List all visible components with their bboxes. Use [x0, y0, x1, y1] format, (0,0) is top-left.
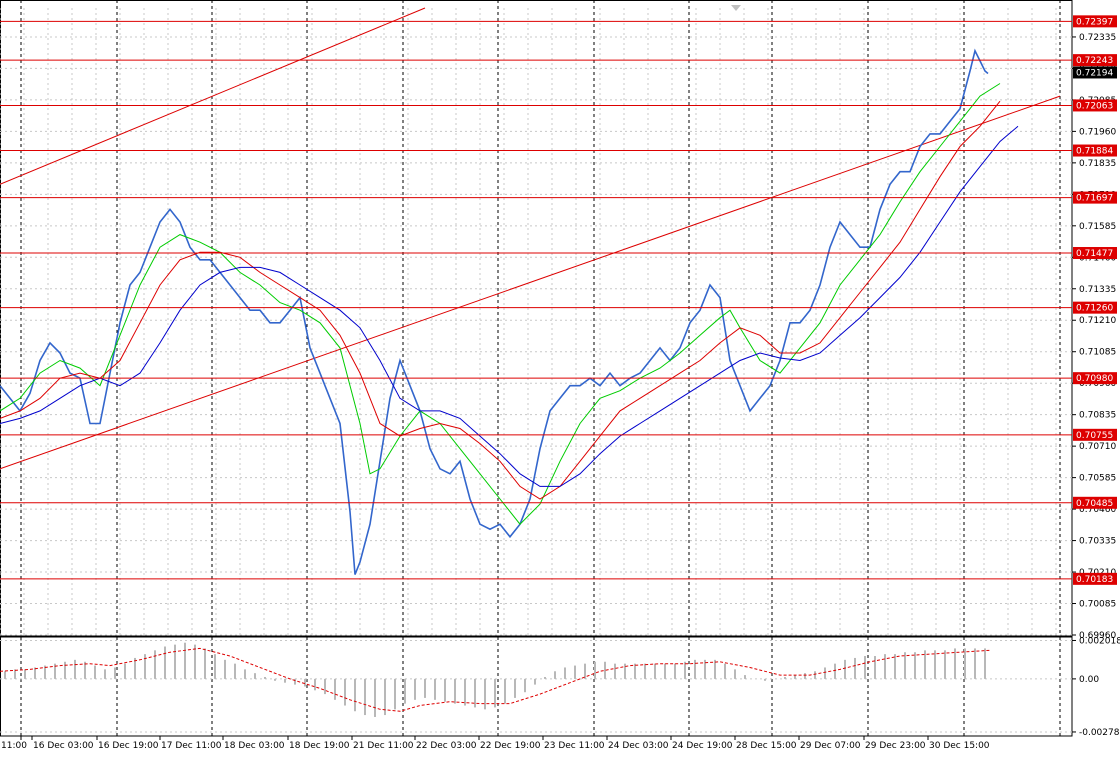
ma-green-line: [0, 83, 1001, 525]
level-label-bg: [1073, 99, 1117, 112]
osc-tick-label: 0.00: [1079, 675, 1099, 685]
level-label: 0.70485: [1076, 499, 1113, 509]
price-tick-label: 0.70335: [1079, 537, 1116, 547]
price-tick-label: 0.71335: [1079, 285, 1116, 295]
level-label-bg: [1073, 247, 1117, 260]
level-label-bg: [1073, 301, 1117, 314]
time-label: 18 Dec 19:00: [289, 741, 350, 751]
time-label: 18 Dec 03:00: [224, 741, 285, 751]
price-tick-label: 0.71085: [1079, 348, 1116, 358]
time-label: 21 Dec 11:00: [353, 741, 414, 751]
level-label: 0.71477: [1076, 249, 1113, 259]
level-label-bg: [1073, 428, 1117, 441]
level-label: 0.70755: [1076, 431, 1113, 441]
time-label: 16 Dec 03:00: [33, 741, 94, 751]
price-tick-label: 0.70585: [1079, 474, 1116, 484]
time-label: 22 Dec 03:00: [416, 741, 477, 751]
price-line: [0, 48, 989, 575]
price-tick-label: 0.71960: [1079, 127, 1116, 137]
price-tick-label: 0.69960: [1079, 631, 1116, 641]
level-label: 0.70980: [1076, 374, 1113, 384]
time-label: 30 Dec 15:00: [929, 741, 990, 751]
current-price-bg: [1073, 66, 1117, 79]
price-tick-label: 0.70835: [1079, 411, 1116, 421]
osc-signal-line: [0, 647, 991, 712]
level-label-bg: [1073, 54, 1117, 67]
time-label: 29 Dec 07:00: [800, 741, 861, 751]
time-label: 11:00: [1, 741, 27, 751]
level-label-bg: [1073, 191, 1117, 204]
price-tick-label: 0.70960: [1079, 379, 1116, 389]
level-label-bg: [1073, 496, 1117, 509]
price-tick-label: 0.70460: [1079, 505, 1116, 515]
level-label: 0.70183: [1076, 575, 1113, 585]
time-label: 29 Dec 23:00: [865, 741, 926, 751]
level-label: 0.71884: [1076, 147, 1113, 157]
trendline: [0, 95, 1061, 470]
time-label: 22 Dec 19:00: [480, 741, 541, 751]
osc-tick-label: 0.002018: [1079, 636, 1120, 646]
ma-blue-line: [0, 125, 1019, 487]
time-label: 28 Dec 15:00: [736, 741, 797, 751]
trendline: [0, 7, 426, 185]
level-label-bg: [1073, 144, 1117, 157]
time-label: 17 Dec 11:00: [161, 741, 222, 751]
level-label: 0.72243: [1076, 56, 1113, 66]
level-label-bg: [1073, 572, 1117, 585]
level-label-bg: [1073, 15, 1117, 28]
level-label: 0.72397: [1076, 17, 1113, 27]
price-tick-label: 0.72335: [1079, 33, 1116, 43]
level-label: 0.72063: [1076, 101, 1113, 111]
level-label: 0.71697: [1076, 194, 1113, 204]
price-tick-label: 0.71585: [1079, 222, 1116, 232]
level-label-bg: [1073, 372, 1117, 385]
plot-frame: [0, 0, 1073, 737]
time-label: 24 Dec 03:00: [608, 741, 669, 751]
ma-red-line: [0, 100, 1001, 500]
time-label: 16 Dec 19:00: [98, 741, 159, 751]
price-tick-label: 0.70085: [1079, 600, 1116, 610]
price-tick-label: 0.71835: [1079, 159, 1116, 169]
level-label: 0.71260: [1076, 304, 1113, 314]
osc-tick-label: -0.002788: [1079, 728, 1120, 738]
price-tick-label: 0.71210: [1079, 316, 1116, 326]
current-price-label: 0.72194: [1076, 68, 1113, 78]
time-label: 23 Dec 11:00: [544, 741, 605, 751]
shift-marker-icon: [731, 5, 741, 11]
time-label: 24 Dec 19:00: [672, 741, 733, 751]
price-tick-label: 0.70710: [1079, 442, 1116, 452]
